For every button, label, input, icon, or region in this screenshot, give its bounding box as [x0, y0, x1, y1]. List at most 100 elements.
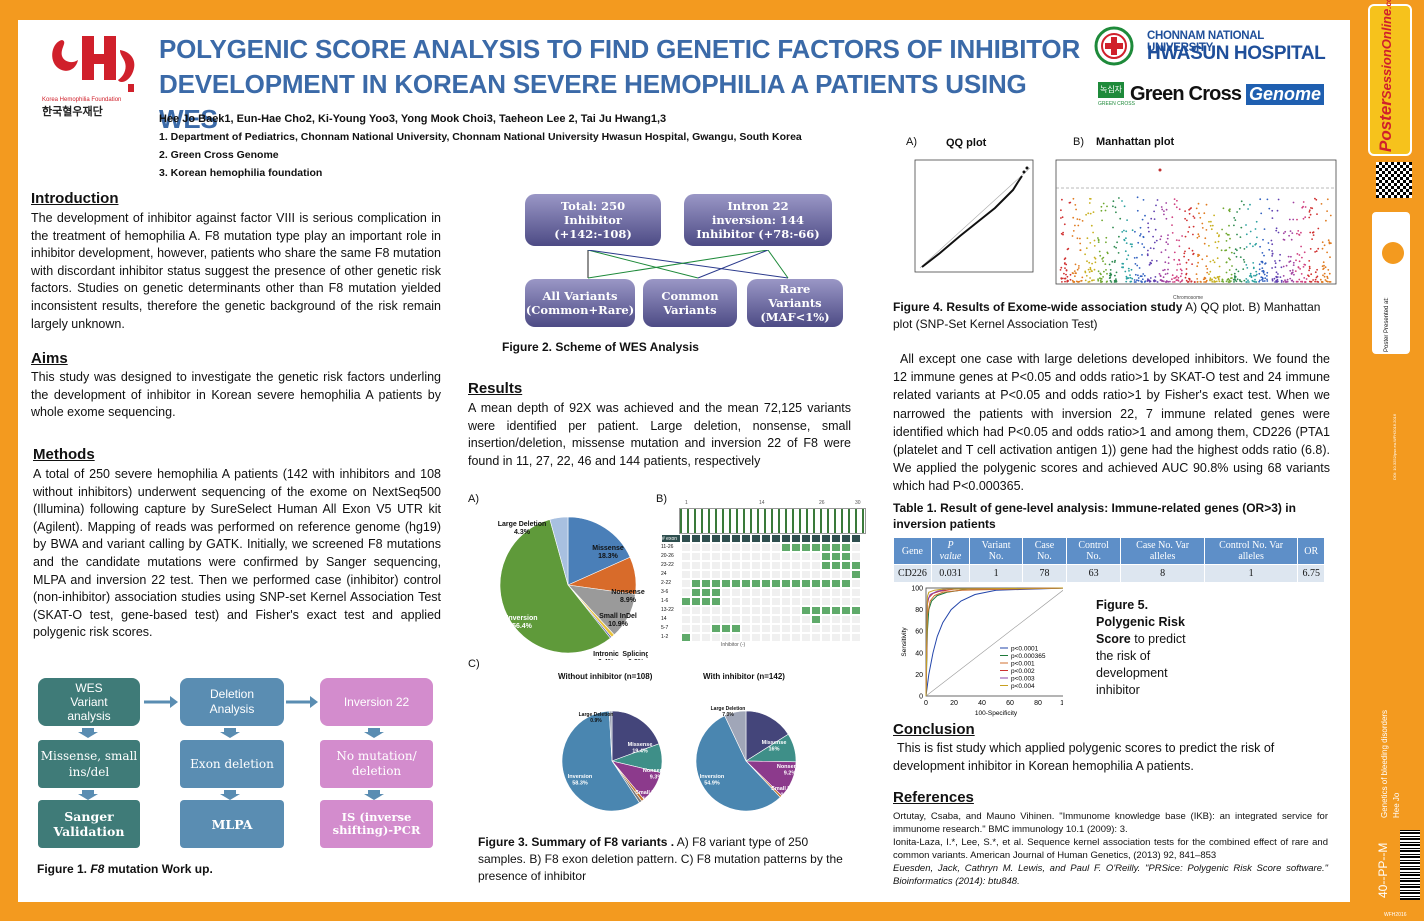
manhattan-point — [1279, 276, 1282, 278]
manhattan-point — [1298, 278, 1301, 281]
manhattan-point — [1312, 234, 1315, 236]
exon-cell — [701, 597, 711, 606]
manhattan-point — [1209, 277, 1212, 280]
exon-cell — [851, 543, 861, 552]
roc-series-line — [925, 587, 1063, 697]
manhattan-point — [1126, 219, 1128, 221]
exon-cell — [831, 579, 841, 588]
manhattan-point — [1191, 263, 1193, 265]
pie-label: Intronic0.4% — [593, 651, 619, 660]
manhattan-point — [1160, 235, 1163, 238]
fig1-box-sanger: Sanger Validation — [38, 800, 140, 848]
manhattan-point — [1233, 224, 1235, 227]
manhattan-point — [1230, 273, 1233, 276]
exon-cell — [761, 534, 771, 543]
manhattan-point — [1167, 268, 1169, 271]
manhattan-point — [1064, 267, 1066, 269]
manhattan-point — [1188, 212, 1191, 215]
manhattan-point — [1180, 269, 1183, 272]
manhattan-point — [1173, 203, 1176, 206]
manhattan-point — [1136, 209, 1139, 212]
rail-author: Hee Jo — [1392, 792, 1401, 818]
manhattan-point — [1179, 281, 1182, 283]
exon-cell — [761, 624, 771, 633]
manhattan-point — [1277, 273, 1279, 275]
pie-label: Nonsense 8.9% — [611, 589, 645, 604]
manhattan-point — [1109, 273, 1112, 276]
aims-heading: Aims — [31, 350, 68, 367]
manhattan-point — [1127, 267, 1130, 270]
manhattan-point — [1116, 241, 1118, 244]
exon-cell — [771, 579, 781, 588]
manhattan-point — [1087, 212, 1090, 215]
manhattan-point — [1271, 209, 1274, 212]
manhattan-point — [1228, 210, 1231, 213]
manhattan-point — [1134, 230, 1136, 233]
manhattan-point — [1176, 199, 1178, 202]
manhattan-point — [1234, 276, 1237, 278]
manhattan-point — [1160, 206, 1163, 208]
manhattan-point — [1136, 256, 1138, 259]
manhattan-point — [1153, 241, 1156, 244]
manhattan-point — [1308, 267, 1311, 270]
exon-cell — [761, 579, 771, 588]
rail-qr-icon — [1376, 162, 1412, 198]
manhattan-point — [1264, 263, 1266, 265]
exon-cell — [821, 624, 831, 633]
exon-cell — [711, 552, 721, 561]
manhattan-point — [1275, 275, 1278, 278]
table-row: CD226 0.031 1 78 63 8 1 6.75 — [893, 564, 1325, 583]
manhattan-point — [1289, 277, 1292, 280]
fig2-box-rare: Rare Variants (MAF<1%) — [747, 279, 843, 327]
manhattan-point — [1154, 228, 1157, 231]
fig3c-pie-without: Missense 19.4% Nonsense 9.3% Small InDel 10.2… — [561, 710, 669, 812]
exon-cell — [791, 579, 801, 588]
exon-cell — [831, 615, 841, 624]
manhattan-point — [1315, 250, 1318, 253]
manhattan-point — [1204, 281, 1207, 283]
ruler-label-26: 26 — [819, 500, 825, 506]
manhattan-point — [1089, 268, 1092, 271]
exon-cell — [741, 615, 751, 624]
manhattan-point — [1063, 272, 1065, 275]
manhattan-point — [1081, 220, 1084, 222]
manhattan-point — [1301, 206, 1304, 209]
roc-diagonal — [925, 589, 1063, 697]
manhattan-point — [1261, 278, 1263, 281]
manhattan-point — [1081, 276, 1084, 279]
exon-cell — [781, 588, 791, 597]
manhattan-point — [1242, 258, 1245, 261]
manhattan-point — [1314, 197, 1316, 200]
affiliation-3: 3. Korean hemophilia foundation — [159, 167, 323, 179]
manhattan-point — [1203, 281, 1205, 283]
exon-cell — [791, 543, 801, 552]
manhattan-point — [1217, 240, 1220, 243]
fig3-panel-c-label: C) — [468, 658, 480, 670]
th-control-var: Control No. Var alleles — [1203, 537, 1299, 565]
manhattan-point — [1075, 208, 1077, 211]
exon-cell — [811, 552, 821, 561]
manhattan-point — [1210, 220, 1212, 223]
methods-text: A total of 250 severe hemophilia A patie… — [33, 467, 441, 640]
manhattan-point — [1256, 236, 1258, 239]
rail-brand: PosterSessionOnline.com — [1368, 0, 1412, 156]
fig2-box-common: Common Variants — [643, 279, 737, 327]
exon-cell — [751, 624, 761, 633]
manhattan-point — [1291, 232, 1294, 234]
hospital-emblem-icon — [1094, 26, 1134, 66]
manhattan-point — [1301, 256, 1303, 259]
manhattan-point — [1097, 279, 1100, 282]
manhattan-point — [1164, 261, 1167, 264]
manhattan-point — [1206, 268, 1209, 270]
exon-cell — [781, 534, 791, 543]
manhattan-point — [1214, 277, 1217, 280]
figure-3-caption: Figure 3. Summary of F8 variants . A) F8… — [478, 834, 858, 885]
exon-cell — [751, 543, 761, 552]
manhattan-point — [1141, 218, 1144, 221]
pie-slice-missense — [745, 710, 789, 762]
manhattan-point — [1258, 280, 1260, 283]
manhattan-point — [1173, 281, 1176, 283]
fig1-arrows — [78, 696, 384, 800]
manhattan-point — [1237, 270, 1240, 273]
manhattan-point — [1097, 270, 1100, 273]
